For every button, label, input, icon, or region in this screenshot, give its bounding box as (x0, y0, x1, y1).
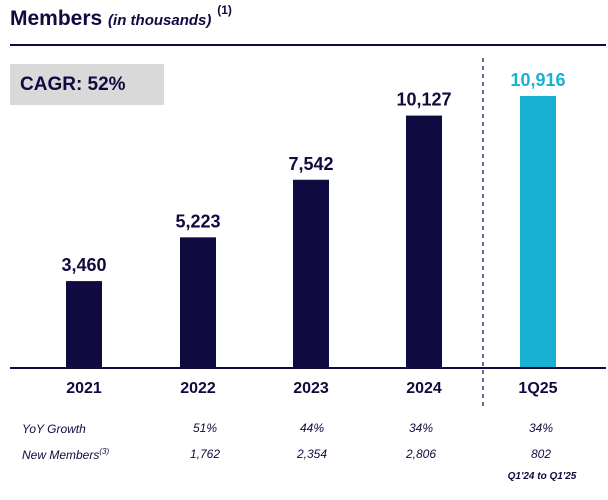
title-main: Members (10, 7, 103, 30)
new-members-label: New Members(3) (22, 447, 110, 462)
yoy-growth-row: YoY Growth 51% 44% 34% 34% (0, 421, 608, 439)
title-underline (10, 44, 606, 46)
x-tick-label: 1Q25 (518, 380, 557, 397)
yoy-growth-label: YoY Growth (22, 422, 86, 436)
data-label: 3,460 (61, 255, 106, 275)
chart-title: Members (in thousands) (1) (10, 3, 232, 31)
members-bar-chart: 3,460 2021 5,223 2022 7,542 2023 10,127 2024 10,… (10, 58, 606, 408)
yoy-growth-value: 44% (299, 421, 325, 435)
data-label: 5,223 (175, 211, 220, 231)
x-tick-label: 2023 (293, 380, 329, 397)
bar-2023 (293, 179, 329, 367)
x-tick-label: 2022 (180, 380, 216, 397)
new-members-value: 1,762 (189, 447, 221, 461)
x-tick-label: 2024 (406, 380, 442, 397)
title-subtitle: (in thousands) (108, 12, 212, 29)
yoy-growth-value: 34% (408, 421, 434, 435)
cagr-label: CAGR: 52% (20, 74, 126, 95)
new-members-row: New Members(3) 1,762 2,354 2,806 802 (0, 447, 608, 465)
cagr-badge: CAGR: 52% (10, 64, 164, 105)
new-members-value: 2,806 (405, 447, 437, 461)
period-note: Q1'24 to Q1'25 (507, 471, 577, 482)
new-members-value: 802 (530, 447, 552, 461)
yoy-growth-value: 34% (528, 421, 554, 435)
data-label: 10,127 (396, 90, 451, 110)
new-members-value: 2,354 (296, 447, 328, 461)
title-footnote-marker: (1) (217, 3, 232, 17)
bar-2024 (406, 115, 442, 367)
bar-2021 (66, 281, 102, 367)
data-label: 10,916 (510, 70, 565, 90)
bar-2022 (180, 237, 216, 367)
x-tick-label: 2021 (66, 380, 102, 397)
bar-1Q25 (520, 96, 556, 367)
yoy-growth-value: 51% (192, 421, 218, 435)
data-label: 7,542 (288, 154, 333, 174)
